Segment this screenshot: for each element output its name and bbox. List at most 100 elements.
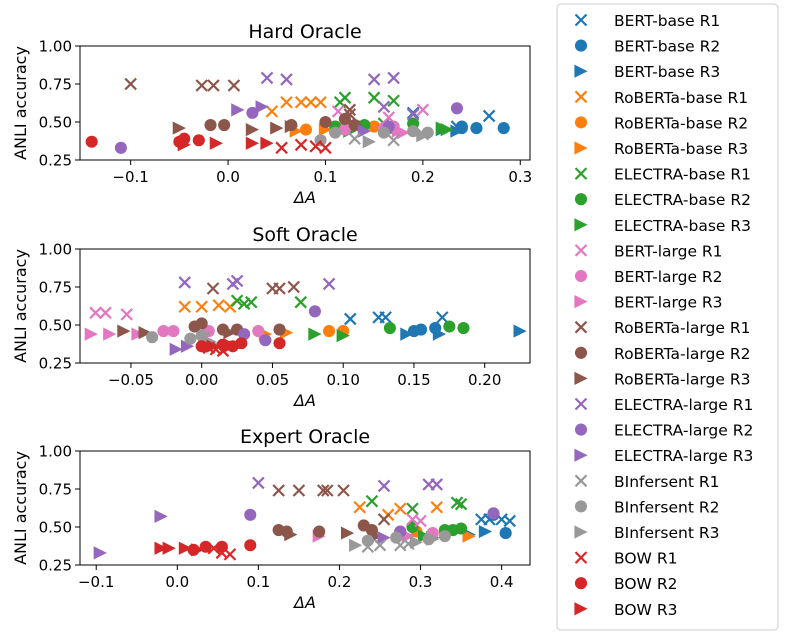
data-point — [338, 112, 351, 126]
legend-item: RoBERTa-large R2 — [574, 345, 750, 363]
data-point — [195, 79, 209, 92]
y-tick-label: 0.25 — [39, 152, 72, 170]
data-point — [416, 129, 430, 143]
data-point — [377, 100, 391, 114]
data-point — [416, 103, 430, 117]
x-axis-label: ΔA — [292, 593, 316, 612]
legend-marker — [574, 371, 588, 385]
data-point — [169, 342, 183, 356]
panel-title: Hard Oracle — [248, 21, 361, 43]
data-point — [207, 79, 220, 92]
legend-label: BOW R3 — [614, 601, 677, 619]
data-point — [387, 94, 400, 107]
data-points — [84, 274, 527, 358]
data-point — [368, 120, 381, 133]
y-axis-label: ANLI accuracy — [11, 249, 30, 363]
data-point — [338, 91, 352, 104]
legend-item: ELECTRA-large R3 — [574, 447, 753, 465]
data-point — [230, 274, 244, 288]
x-tick-label: 0.05 — [256, 371, 289, 389]
data-point — [367, 91, 381, 104]
y-tick-label: 1.00 — [39, 241, 72, 259]
legend-label: RoBERTa-large R3 — [614, 370, 750, 388]
legend-marker — [574, 13, 588, 27]
data-point — [231, 103, 245, 117]
plot-frame — [79, 450, 531, 566]
legend-label: BERT-large R2 — [614, 268, 723, 286]
data-point — [440, 123, 454, 137]
data-point — [377, 531, 391, 545]
legend-label: ELECTRA-base R1 — [614, 166, 751, 184]
data-point — [338, 123, 351, 136]
legend-marker — [574, 346, 588, 359]
y-tick-label: 0.75 — [39, 481, 72, 499]
data-point — [195, 317, 208, 330]
data-point — [273, 282, 286, 295]
data-point — [457, 321, 470, 335]
legend-label: ELECTRA-base R3 — [614, 217, 751, 235]
data-point — [227, 79, 241, 92]
legend-item: BERT-base R3 — [574, 63, 720, 81]
data-point — [379, 311, 392, 324]
data-point — [294, 295, 308, 309]
data-point — [195, 300, 208, 314]
x-tick-label: 0.0 — [165, 573, 189, 591]
data-point — [154, 509, 168, 523]
legend-item: BOW R3 — [574, 601, 677, 619]
x-tick-label: 0.1 — [314, 168, 338, 186]
data-point — [383, 321, 396, 335]
data-point — [103, 327, 117, 341]
data-point — [340, 526, 355, 540]
data-point — [323, 325, 336, 338]
data-point — [435, 311, 449, 324]
data-point — [244, 539, 257, 552]
y-axis-label: ANLI accuracy — [11, 451, 30, 565]
legend-item: BInfersent R1 — [574, 473, 719, 491]
panel-title: Expert Oracle — [240, 426, 370, 448]
legend-marker — [574, 167, 588, 180]
data-point — [377, 126, 390, 139]
y-tick-label: 0.25 — [39, 355, 72, 373]
data-point — [246, 106, 259, 119]
data-point — [377, 479, 391, 493]
data-point — [308, 327, 322, 341]
data-point — [373, 538, 387, 552]
data-point — [349, 538, 363, 552]
legend-item: BERT-large R2 — [574, 268, 723, 286]
data-point — [344, 312, 357, 326]
x-tick-label: 0.10 — [327, 371, 360, 389]
legend-label: RoBERTa-large R1 — [614, 319, 750, 337]
legend-label: BERT-base R1 — [614, 12, 720, 30]
data-point — [438, 530, 451, 543]
y-axis-label: ANLI accuracy — [11, 46, 30, 160]
y-tick-label: 1.00 — [39, 38, 72, 56]
data-points — [93, 476, 517, 561]
legend-marker — [574, 320, 588, 334]
legend-item: ELECTRA-base R2 — [574, 191, 751, 209]
data-point — [287, 280, 300, 294]
legend-item: BERT-base R2 — [574, 38, 720, 56]
data-point — [314, 95, 327, 109]
legend-marker — [574, 397, 588, 411]
data-point — [407, 125, 420, 138]
legend-label: ELECTRA-large R2 — [614, 422, 753, 440]
data-point — [462, 529, 476, 543]
legend-marker — [574, 474, 588, 488]
data-point — [393, 502, 407, 516]
data-point — [280, 95, 293, 109]
data-point — [131, 327, 145, 341]
data-point — [177, 138, 191, 152]
legend-label: BOW R1 — [614, 550, 677, 568]
x-tick-label: 0.3 — [409, 573, 433, 591]
data-point — [409, 535, 424, 549]
panel-title: Soft Oracle — [252, 224, 357, 246]
x-tick-label: −0.1 — [78, 573, 114, 591]
data-point — [162, 541, 176, 555]
data-point — [365, 494, 379, 508]
data-point — [120, 308, 133, 321]
data-point — [430, 500, 444, 514]
data-point — [450, 496, 464, 509]
legend-label: RoBERTa-base R3 — [614, 140, 748, 158]
data-point — [178, 541, 193, 555]
data-point — [499, 527, 512, 540]
